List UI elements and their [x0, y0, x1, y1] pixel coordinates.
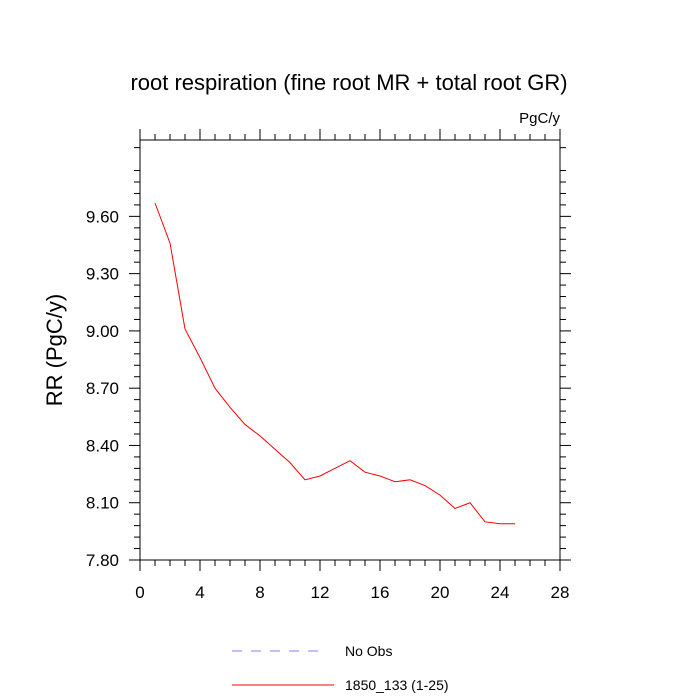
tick-labels: 0 4 8 12 16 20 24 28 7.80 8.10 8.40 8.70 9.00 9.30 9.6… [86, 207, 570, 602]
x-tick-label: 28 [551, 583, 570, 602]
series-line [154, 202, 515, 525]
x-tick-label: 4 [195, 583, 204, 602]
y-tick-label: 9.60 [86, 207, 119, 226]
y-tick-label: 8.10 [86, 494, 119, 513]
x-tick-label: 8 [255, 583, 264, 602]
y-tick-label: 7.80 [86, 551, 119, 570]
x-tick-label: 16 [371, 583, 390, 602]
y-tick-label: 9.30 [86, 265, 119, 284]
axis-ticks [129, 129, 571, 571]
y-axis-label: RR (PgC/y) [42, 294, 67, 406]
x-tick-label: 12 [311, 583, 330, 602]
units-label: PgC/y [519, 110, 560, 127]
legend-label: 1850_133 (1-25) [345, 677, 449, 693]
y-tick-label: 8.70 [86, 379, 119, 398]
y-tick-label: 8.40 [86, 436, 119, 455]
y-tick-label: 9.00 [86, 322, 119, 341]
chart-title: root respiration (fine root MR + total r… [130, 70, 567, 95]
plot-frame [139, 139, 561, 561]
x-tick-label: 0 [135, 583, 144, 602]
x-tick-label: 20 [431, 583, 450, 602]
legend-label: No Obs [345, 643, 392, 659]
x-tick-label: 24 [491, 583, 510, 602]
series-group [154, 202, 515, 525]
legend: No Obs 1850_133 (1-25) [232, 643, 449, 693]
